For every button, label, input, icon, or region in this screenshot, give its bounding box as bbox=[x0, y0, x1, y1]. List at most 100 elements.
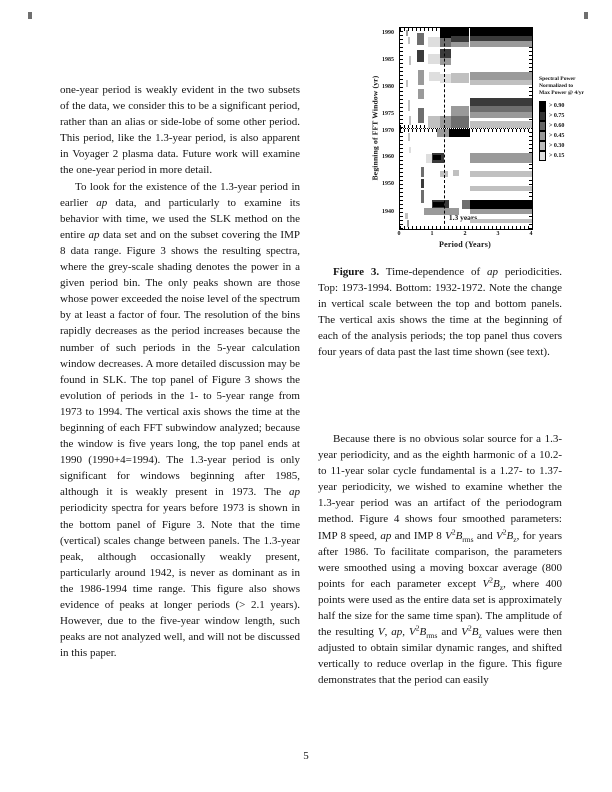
spectral-power-band bbox=[407, 37, 410, 44]
spectral-power-band bbox=[469, 200, 532, 209]
y-axis-tick-label: 1975 bbox=[382, 111, 394, 117]
spectral-power-band bbox=[418, 89, 424, 99]
spectral-power-band bbox=[429, 72, 440, 81]
spectral-power-band bbox=[421, 190, 425, 203]
y-axis-tick-label: 1960 bbox=[382, 154, 394, 160]
legend-entries: > 0.90 > 0.75 > 0.60 > 0.45 > 0.30 > 0.15 bbox=[539, 101, 611, 161]
spectral-power-band bbox=[405, 213, 408, 219]
paragraph: Figure 3. Time-dependence of ap periodic… bbox=[318, 264, 562, 361]
spectral-power-band bbox=[408, 116, 411, 125]
spectral-power-band bbox=[469, 112, 532, 118]
dashed-1.3yr-line bbox=[443, 28, 445, 128]
spectral-power-band bbox=[469, 153, 532, 163]
text-run: Figure 3. bbox=[333, 266, 380, 278]
spectral-power-band bbox=[469, 219, 532, 223]
y-axis-tick-label: 1985 bbox=[382, 57, 394, 63]
text-run: 2 bbox=[451, 526, 456, 536]
tick-marks-bottom bbox=[400, 226, 532, 229]
legend-entry: > 0.90 bbox=[539, 101, 611, 111]
spectral-power-band bbox=[439, 38, 452, 47]
paragraph: one-year period is weakly evident in the… bbox=[60, 82, 300, 179]
x-axis-tick-label: 2 bbox=[463, 231, 467, 237]
text-run: , for years after 1986. To facilitate co… bbox=[318, 529, 562, 590]
legend-entry-label: > 0.15 bbox=[549, 153, 565, 159]
spectral-power-band bbox=[451, 28, 469, 36]
figure-y-axis-label: Beginning of FFT Window (yr) bbox=[370, 75, 380, 181]
text-run: one-year period is weakly evident in the… bbox=[60, 84, 300, 177]
spectral-power-band bbox=[436, 129, 449, 137]
spectral-power-band bbox=[469, 36, 532, 41]
figure-3-caption: Figure 3. Time-dependence of ap periodic… bbox=[318, 264, 562, 361]
legend-entry-label: > 0.45 bbox=[549, 133, 565, 139]
spectral-power-band bbox=[469, 171, 532, 177]
text-run: V bbox=[445, 529, 452, 542]
text-run: 2 bbox=[502, 526, 507, 536]
spectral-power-band bbox=[423, 208, 460, 215]
spectral-power-band bbox=[469, 80, 532, 85]
x-axis-tick-label: 3 bbox=[496, 231, 500, 237]
text-run: V bbox=[496, 529, 503, 542]
text-run: , bbox=[402, 626, 409, 639]
x-axis-tick-label: 1 bbox=[430, 231, 434, 237]
crop-mark-top-right bbox=[584, 12, 588, 19]
spectral-power-band bbox=[417, 33, 424, 45]
text-run: and IMP 8 bbox=[391, 529, 446, 542]
legend-entry: > 0.75 bbox=[539, 111, 611, 121]
dashed-line-annotation: 1.3 years bbox=[448, 213, 478, 222]
spectral-power-band bbox=[439, 171, 448, 177]
text-run: z bbox=[513, 534, 517, 544]
spectral-power-band bbox=[417, 50, 424, 62]
figure-plot-frame: 1.3 years bbox=[399, 27, 533, 230]
figure-3-spectrogram: Beginning of FFT Window (yr) 1.3 years 0… bbox=[320, 14, 612, 262]
legend-entry-label: > 0.60 bbox=[549, 123, 565, 129]
text-run: z bbox=[499, 583, 504, 593]
figure-legend: Spectral Power Normalized to Max Power @ 4… bbox=[539, 76, 611, 161]
tick-marks-left bbox=[400, 129, 403, 229]
spectral-power-band bbox=[427, 116, 440, 128]
text-run: 2 bbox=[489, 575, 493, 585]
text-run: , where 400 points were used as the enti… bbox=[318, 577, 562, 639]
text-run: ap bbox=[289, 486, 300, 499]
spectral-power-band bbox=[407, 100, 410, 111]
text-run: V bbox=[482, 577, 490, 590]
spectral-power-band bbox=[421, 179, 425, 188]
spectral-power-band bbox=[406, 220, 410, 227]
legend-entry-label: > 0.75 bbox=[549, 113, 565, 119]
legend-swatch bbox=[539, 111, 546, 121]
left-column-text: one-year period is weakly evident in the… bbox=[60, 82, 300, 661]
dashed-1.3yr-line bbox=[443, 129, 445, 229]
y-axis-tick-label: 1970 bbox=[382, 128, 394, 134]
spectral-power-band bbox=[452, 170, 460, 176]
spectral-power-band bbox=[469, 186, 532, 191]
page-number: 5 bbox=[303, 750, 309, 762]
spectral-power-band bbox=[439, 28, 452, 38]
text-run: , bbox=[384, 626, 392, 639]
spectral-power-band bbox=[405, 80, 408, 87]
text-run: data set and on the subset covering the … bbox=[60, 228, 300, 499]
legend-title-line: Normalized to bbox=[539, 83, 574, 89]
spectral-power-band bbox=[451, 42, 469, 47]
tick-marks-left bbox=[400, 28, 403, 128]
spectrogram-panel-top bbox=[400, 28, 532, 129]
legend-entry: > 0.45 bbox=[539, 131, 611, 141]
spectral-power-band bbox=[469, 28, 532, 36]
text-run: B bbox=[419, 626, 427, 639]
text-run: Time-dependence of bbox=[379, 266, 488, 278]
text-run: data, and particularly to examine its be… bbox=[60, 196, 301, 241]
x-axis-tick-label: 0 bbox=[397, 231, 401, 237]
text-run: and bbox=[437, 626, 462, 639]
legend-swatch bbox=[539, 151, 546, 161]
spectral-power-band bbox=[469, 106, 532, 112]
text-run: B bbox=[493, 577, 500, 590]
text-run: 2 bbox=[467, 623, 472, 633]
spectral-power-band bbox=[427, 37, 440, 47]
text-run: ap bbox=[88, 228, 100, 241]
spectral-power-band bbox=[418, 108, 424, 123]
text-run: rms bbox=[462, 534, 474, 544]
y-axis-tick-label: 1950 bbox=[382, 181, 394, 187]
text-run: 2 bbox=[415, 623, 420, 633]
spectral-power-band bbox=[439, 116, 452, 128]
text-run: B bbox=[471, 626, 479, 639]
spectral-power-band bbox=[451, 73, 469, 83]
